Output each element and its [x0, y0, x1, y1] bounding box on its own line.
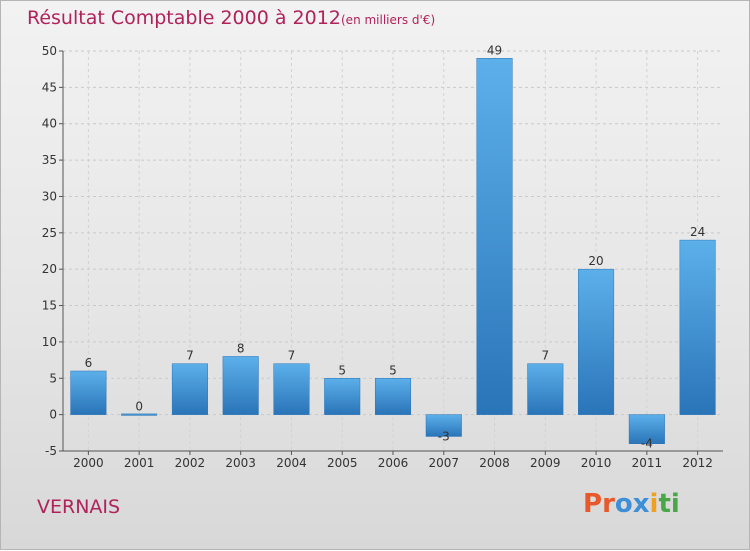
logo-letter: o [614, 489, 633, 519]
bar [628, 414, 665, 444]
y-tick-label: 20 [42, 262, 57, 276]
y-tick-label: 5 [49, 371, 57, 385]
y-tick-label: 50 [42, 44, 57, 58]
y-tick-label: 10 [42, 335, 57, 349]
chart-subtitle: (en milliers d'€) [341, 13, 436, 27]
chart-title: Résultat Comptable 2000 à 2012 [27, 7, 341, 29]
data-label: 6 [85, 356, 93, 370]
logo-letter: i [670, 489, 680, 519]
x-tick-label: 2008 [479, 456, 510, 470]
place-name: VERNAIS [37, 496, 121, 518]
x-tick-label: 2009 [530, 456, 561, 470]
data-label: 8 [237, 341, 245, 355]
bar [121, 413, 158, 416]
bar [425, 414, 462, 437]
logo-letter: P [583, 489, 603, 519]
data-label: 49 [487, 43, 502, 57]
logo-letter: i [649, 489, 659, 519]
y-tick-label: 40 [42, 117, 57, 131]
x-tick-label: 2001 [124, 456, 155, 470]
y-tick-label: 45 [42, 80, 57, 94]
y-tick-label: 35 [42, 153, 57, 167]
x-tick-label: 2002 [175, 456, 206, 470]
bar [578, 268, 615, 415]
bar [222, 356, 259, 415]
data-label: 0 [135, 400, 143, 414]
data-label: 5 [389, 363, 397, 377]
x-tick-label: 2007 [428, 456, 459, 470]
bar [679, 239, 716, 415]
data-label: 5 [338, 363, 346, 377]
bar [527, 363, 564, 415]
bar [476, 58, 513, 415]
data-label: 20 [588, 254, 603, 268]
bar [171, 363, 208, 415]
logo-letter: x [632, 489, 650, 519]
y-tick-label: 25 [42, 226, 57, 240]
y-tick-label: 30 [42, 189, 57, 203]
x-tick-label: 2000 [73, 456, 104, 470]
y-tick-label: -5 [45, 444, 57, 458]
x-tick-label: 2010 [581, 456, 612, 470]
data-label: -3 [438, 429, 450, 443]
x-tick-label: 2006 [378, 456, 409, 470]
logo-letter: r [602, 489, 615, 519]
x-tick-label: 2011 [632, 456, 663, 470]
y-tick-label: 15 [42, 299, 57, 313]
data-label: 7 [186, 349, 194, 363]
data-label: -4 [641, 437, 653, 451]
y-tick-label: 0 [49, 408, 57, 422]
x-tick-label: 2012 [682, 456, 713, 470]
bar [374, 378, 412, 415]
bar [324, 378, 361, 415]
data-label: 7 [288, 349, 296, 363]
bar [273, 363, 310, 415]
proxiti-logo: Proxiti [583, 489, 680, 519]
x-tick-label: 2005 [327, 456, 358, 470]
x-tick-label: 2004 [276, 456, 307, 470]
logo-letter: t [658, 489, 671, 519]
data-label: 7 [541, 349, 549, 363]
bar [70, 370, 107, 415]
x-tick-label: 2003 [225, 456, 256, 470]
data-label: 24 [690, 225, 705, 239]
